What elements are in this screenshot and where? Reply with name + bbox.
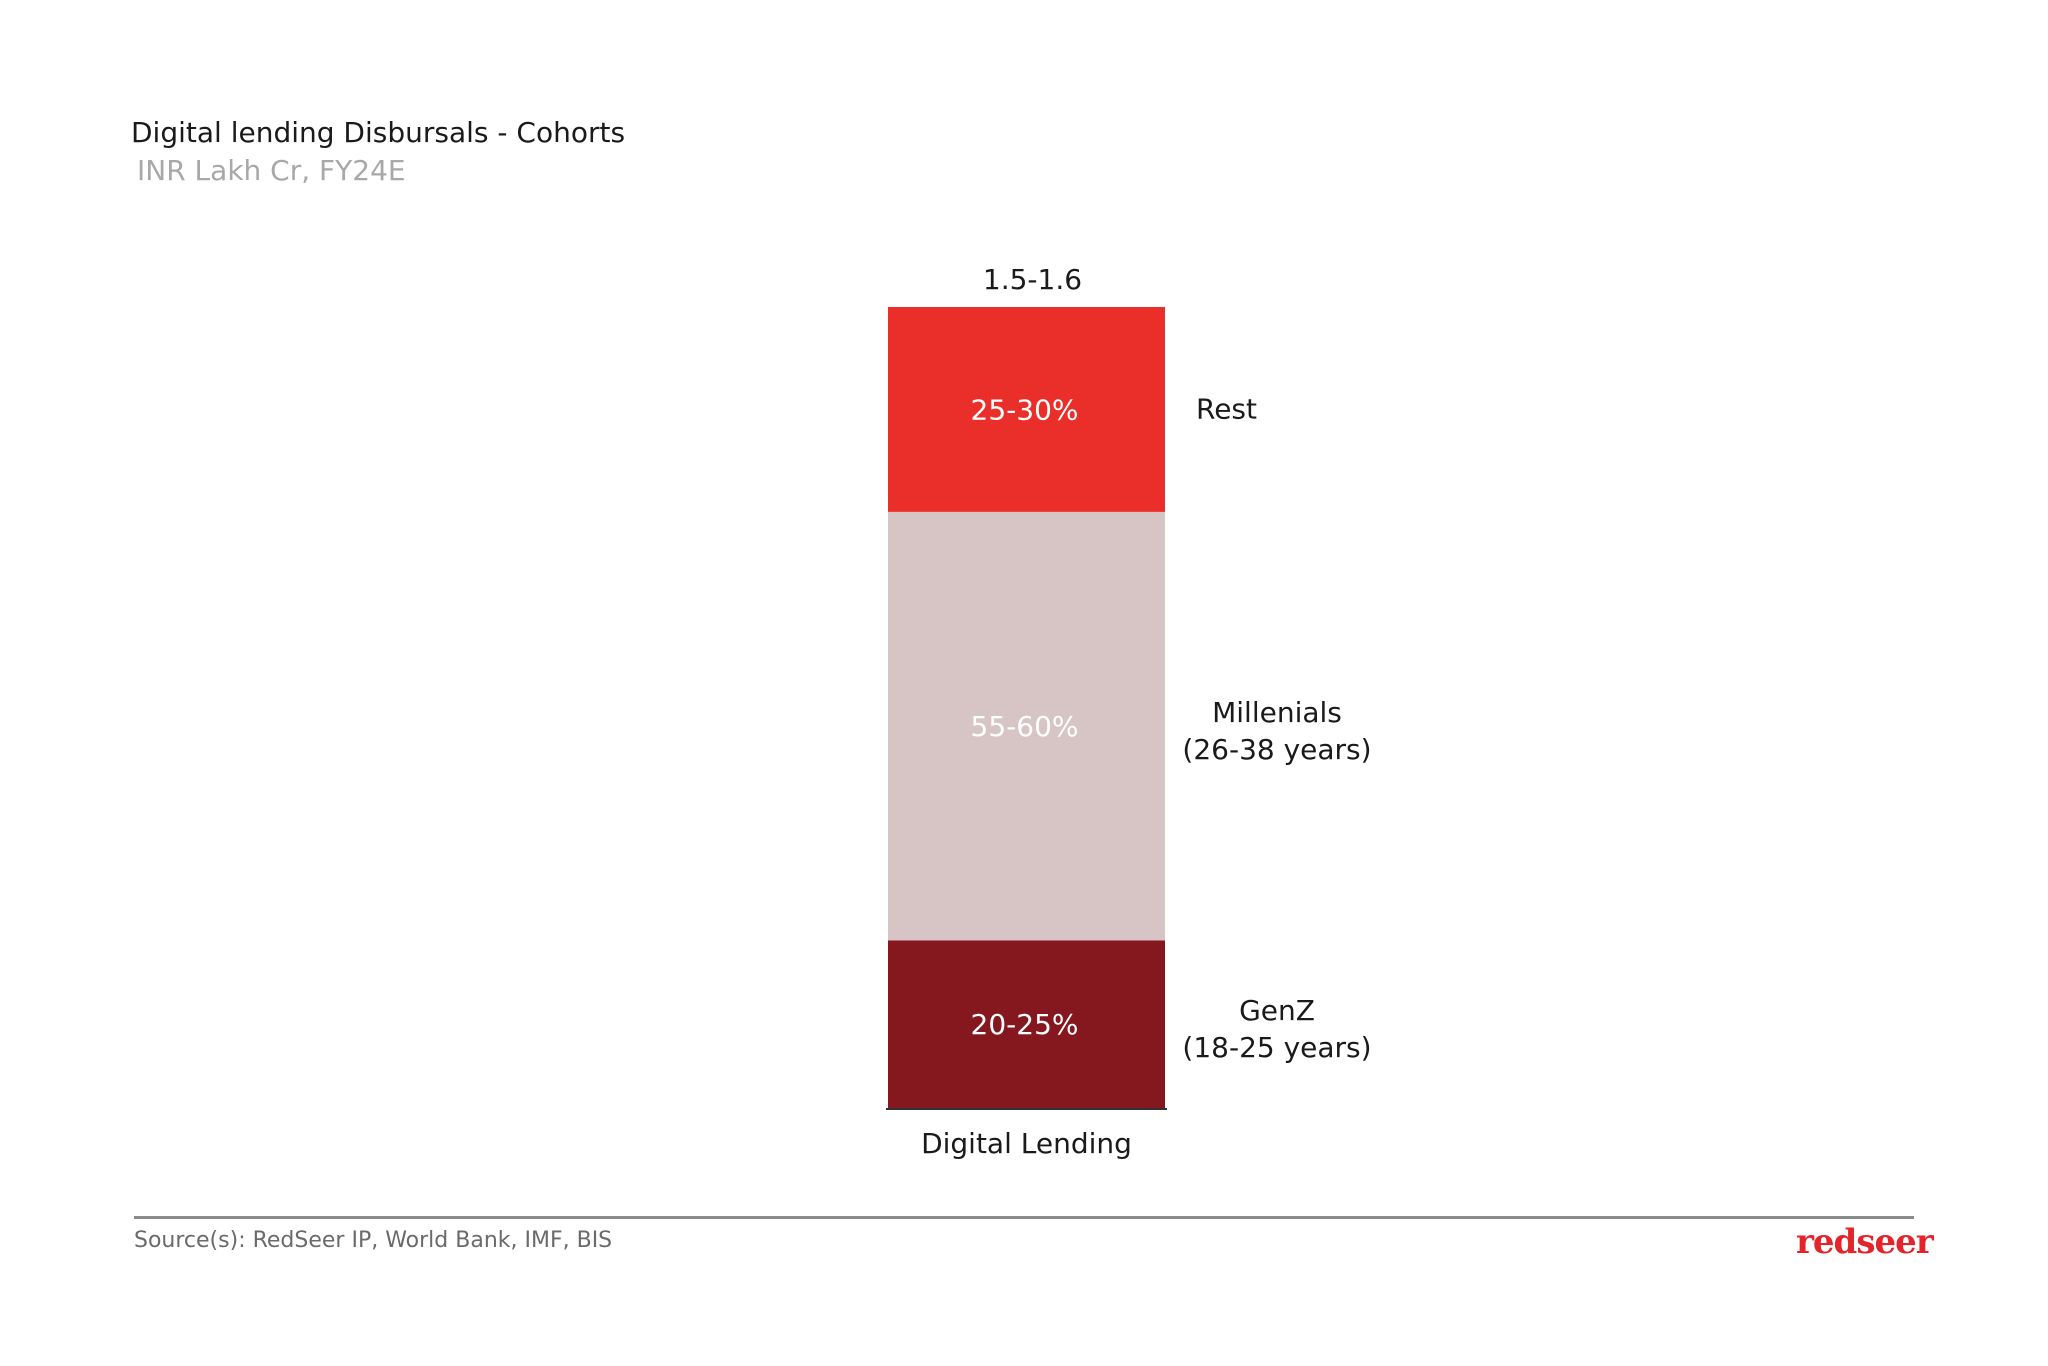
legend-sublabel: (26-38 years) [1182, 733, 1371, 766]
footer-divider [134, 1216, 1914, 1219]
segment-value-label: 55-60% [971, 710, 1079, 743]
chart-title: Digital lending Disbursals - Cohorts [131, 116, 626, 149]
bar-segment-genz [888, 940, 1165, 1108]
source-note: Source(s): RedSeer IP, World Bank, IMF, … [134, 1228, 613, 1253]
category-label: Digital Lending [921, 1127, 1132, 1160]
legend-label: Millenials [1212, 696, 1342, 729]
segment-value-label: 25-30% [971, 393, 1079, 426]
segment-value-label: 20-25% [971, 1008, 1079, 1041]
redseer-logo: redseer [1796, 1222, 1934, 1262]
legend-label: GenZ [1239, 994, 1315, 1027]
chart-subtitle: INR Lakh Cr, FY24E [137, 154, 406, 187]
legend-label: Rest [1196, 392, 1257, 425]
legend-sublabel: (18-25 years) [1182, 1031, 1371, 1064]
bar-segment-millenials [888, 511, 1165, 941]
total-label: 1.5-1.6 [983, 263, 1082, 296]
bar-segment-rest [888, 307, 1165, 512]
